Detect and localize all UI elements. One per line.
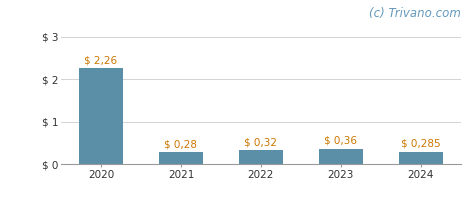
- Text: $ 0,32: $ 0,32: [244, 137, 277, 147]
- Text: $ 0,28: $ 0,28: [164, 139, 197, 149]
- Text: $ 2,26: $ 2,26: [85, 55, 118, 65]
- Bar: [319, 149, 363, 164]
- Text: $ 0,36: $ 0,36: [324, 136, 357, 146]
- Text: $ 0,285: $ 0,285: [401, 139, 440, 149]
- Bar: [239, 150, 283, 164]
- Bar: [399, 152, 443, 164]
- Bar: [79, 68, 123, 164]
- Text: (c) Trivano.com: (c) Trivano.com: [369, 7, 461, 20]
- Bar: [159, 152, 203, 164]
